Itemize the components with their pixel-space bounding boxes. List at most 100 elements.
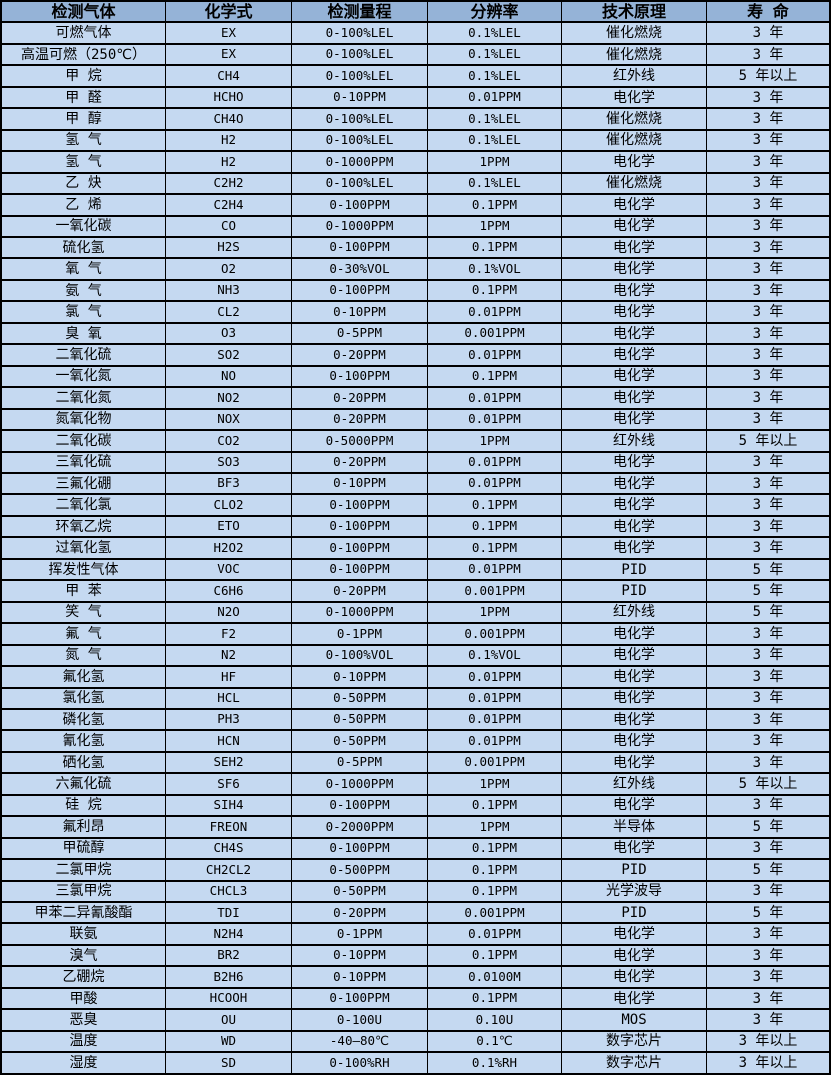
cell-chemical-formula: N2 (166, 645, 292, 666)
cell-detection-range: 0-20PPM (292, 409, 428, 430)
cell-chemical-formula: B2H6 (166, 967, 292, 987)
cell-gas-name: 臭 氧 (2, 323, 166, 344)
cell-technical-principle: 电化学 (562, 473, 707, 494)
cell-chemical-formula: C6H6 (166, 581, 292, 601)
cell-resolution: 0.01PPM (428, 345, 562, 365)
table-row: 恶臭 OU 0-100U 0.10U MOS 3 年 (2, 1010, 829, 1032)
table-row: 氟利昂 FREON 0-2000PPM 1PPM 半导体 5 年 (2, 817, 829, 839)
cell-gas-name: 一氧化碳 (2, 216, 166, 236)
cell-technical-principle: 电化学 (562, 87, 707, 108)
cell-resolution: 0.01PPM (428, 388, 562, 408)
cell-detection-range: 0-10PPM (292, 945, 428, 966)
cell-detection-range: 0-100PPM (292, 195, 428, 215)
cell-lifespan: 3 年 (752, 840, 784, 857)
cell-technical-principle: 电化学 (562, 967, 707, 987)
cell-technical-principle: 电化学 (562, 945, 707, 966)
cell-detection-range: 0-2000PPM (292, 817, 428, 837)
cell-detection-range: 0-1PPM (292, 624, 428, 644)
table-row: 笑 气 N2O 0-1000PPM 1PPM 红外线 5 年 (2, 602, 829, 625)
cell-lifespan: 3 年 (752, 497, 784, 514)
cell-chemical-formula: H2S (166, 237, 292, 258)
cell-technical-principle: 电化学 (562, 516, 707, 537)
cell-resolution: 0.1PPM (428, 838, 562, 859)
cell-gas-name: 甲 醛 (2, 87, 166, 108)
cell-chemical-formula: CL2 (166, 302, 292, 322)
cell-chemical-formula: CO (166, 216, 292, 236)
cell-detection-range: 0-1000PPM (292, 602, 428, 623)
cell-chemical-formula: SF6 (166, 774, 292, 794)
table-row: 乙硼烷 B2H6 0-10PPM 0.0100M 电化学 3 年 (2, 967, 829, 989)
cell-technical-principle: 电化学 (562, 731, 707, 751)
cell-resolution: 0.01PPM (428, 409, 562, 430)
cell-detection-range: 0-30%VOL (292, 259, 428, 279)
cell-lifespan: 3 年 (752, 368, 784, 385)
cell-chemical-formula: CH4 (166, 66, 292, 86)
cell-resolution: 0.1%VOL (428, 259, 562, 279)
cell-gas-name: 甲硫醇 (2, 838, 166, 859)
cell-lifespan: 3 年 (752, 196, 784, 213)
table-row: 一氧化氮 NO 0-100PPM 0.1PPM 电化学 3 年 (2, 366, 829, 389)
cell-detection-range: 0-1000PPM (292, 216, 428, 236)
cell-gas-name: 氨 气 (2, 280, 166, 301)
cell-gas-name: 乙硼烷 (2, 967, 166, 987)
cell-gas-name: 甲 苯 (2, 581, 166, 601)
cell-detection-range: 0-20PPM (292, 345, 428, 365)
cell-lifespan: 3 年 (752, 969, 784, 986)
cell-resolution: 1PPM (428, 216, 562, 236)
cell-chemical-formula: CLO2 (166, 495, 292, 515)
cell-technical-principle: 电化学 (562, 624, 707, 644)
cell-gas-name: 氮氧化物 (2, 409, 166, 430)
cell-resolution: 0.1%VOL (428, 645, 562, 666)
cell-technical-principle: PID (562, 860, 707, 880)
cell-gas-name: 氰化氢 (2, 731, 166, 751)
cell-technical-principle: 电化学 (562, 237, 707, 258)
cell-gas-name: 硫化氢 (2, 237, 166, 258)
cell-chemical-formula: H2 (166, 130, 292, 151)
cell-technical-principle: 半导体 (562, 817, 707, 837)
cell-lifespan: 3 年 (752, 518, 784, 535)
cell-resolution: 1PPM (428, 431, 562, 451)
cell-chemical-formula: NOX (166, 409, 292, 430)
table-row: 高温可燃（250℃） EX 0-100%LEL 0.1%LEL 催化燃烧 3 年 (2, 44, 829, 67)
cell-chemical-formula: F2 (166, 624, 292, 644)
cell-chemical-formula: NO2 (166, 388, 292, 408)
cell-gas-name: 氟利昂 (2, 817, 166, 837)
cell-chemical-formula: HF (166, 667, 292, 687)
cell-gas-name: 氟化氢 (2, 667, 166, 687)
cell-lifespan: 5 年以上 (738, 432, 798, 449)
cell-resolution: 0.1PPM (428, 860, 562, 880)
cell-resolution: 1PPM (428, 817, 562, 837)
table-row: 氢 气 H2 0-100%LEL 0.1%LEL 催化燃烧 3 年 (2, 130, 829, 153)
cell-lifespan: 5 年 (752, 861, 784, 878)
cell-technical-principle: 电化学 (562, 795, 707, 816)
column-header-lifespan: 寿 命 (747, 2, 789, 21)
cell-gas-name: 甲酸 (2, 988, 166, 1009)
table-row: 三氯甲烷 CHCL3 0-50PPM 0.1PPM 光学波导 3 年 (2, 881, 829, 904)
cell-lifespan: 3 年 (752, 175, 784, 192)
cell-gas-name: 温度 (2, 1031, 166, 1052)
table-row: 甲 苯 C6H6 0-20PPM 0.001PPM PID 5 年 (2, 581, 829, 603)
cell-lifespan: 3 年 (752, 46, 784, 63)
cell-gas-name: 二氧化氯 (2, 495, 166, 515)
cell-technical-principle: 催化燃烧 (562, 109, 707, 129)
cell-technical-principle: 电化学 (562, 709, 707, 730)
cell-resolution: 0.01PPM (428, 87, 562, 108)
cell-lifespan: 3 年 (752, 282, 784, 299)
column-header-gas: 检测气体 (2, 2, 166, 22)
cell-resolution: 0.1PPM (428, 881, 562, 902)
cell-resolution: 0.1%LEL (428, 130, 562, 151)
cell-gas-name: 硅 烷 (2, 795, 166, 816)
column-header-principle: 技术原理 (562, 2, 707, 22)
cell-gas-name: 硒化氢 (2, 752, 166, 773)
cell-lifespan: 3 年 (752, 540, 784, 557)
cell-detection-range: 0-20PPM (292, 903, 428, 923)
cell-detection-range: 0-100%LEL (292, 173, 428, 194)
cell-detection-range: 0-100PPM (292, 280, 428, 301)
cell-chemical-formula: HCN (166, 731, 292, 751)
cell-detection-range: 0-20PPM (292, 581, 428, 601)
cell-resolution: 1PPM (428, 774, 562, 794)
cell-detection-range: 0-10PPM (292, 473, 428, 494)
cell-gas-name: 环氧乙烷 (2, 516, 166, 537)
cell-gas-name: 氧 气 (2, 259, 166, 279)
cell-resolution: 0.1%RH (428, 1053, 562, 1073)
